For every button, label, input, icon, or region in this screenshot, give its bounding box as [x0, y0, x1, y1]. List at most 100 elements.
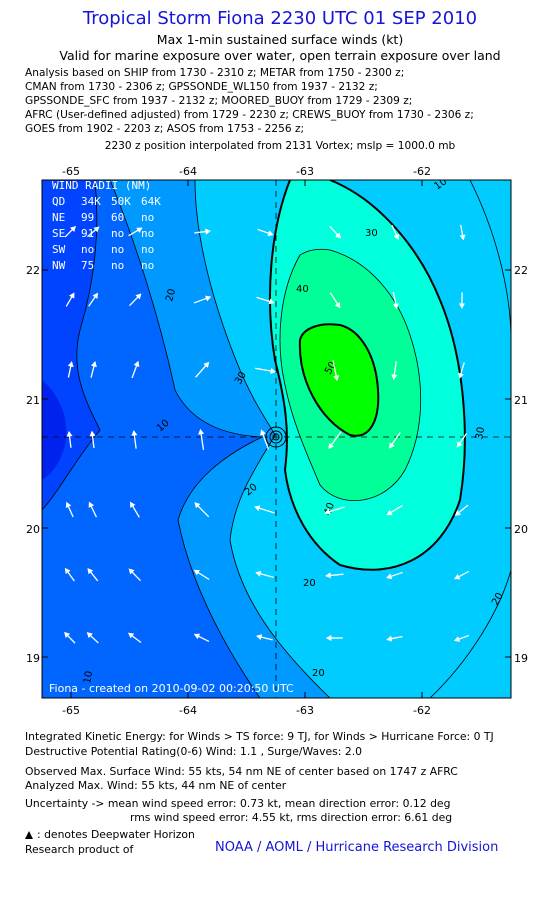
wind-radii-cell: no: [141, 259, 154, 272]
wind-vector-arrowhead: [325, 572, 331, 579]
lat-tick-label-right: 19: [514, 652, 528, 665]
uncertainty-line: Uncertainty -> mean wind speed error: 0.…: [25, 797, 451, 810]
wind-analysis-map: -65 -64 -63 -62 -65 -64 -63 -62 22 21 20…: [0, 160, 560, 729]
wind-vector-arrowhead: [69, 225, 77, 233]
wind-radii-cell: 75: [81, 259, 94, 272]
wind-vector-arrowhead: [254, 505, 261, 512]
wind-vector-arrowhead: [205, 295, 212, 302]
wind-vector-arrowhead: [456, 441, 463, 448]
wind-vector-arrowhead: [454, 573, 461, 580]
lon-tick-label-top: -63: [296, 165, 314, 178]
ike-line: Integrated Kinetic Energy: for Winds > T…: [25, 730, 494, 743]
map-credit: Fiona - created on 2010-09-02 00:20:50 U…: [49, 682, 294, 695]
analysis-line: CMAN from 1730 - 2306 z; GPSSONDE_WL150 …: [25, 81, 378, 93]
wind-vector-arrowhead: [64, 567, 71, 575]
wind-radii-cell: NW: [52, 259, 66, 272]
noaa-aoml-hrd-link[interactable]: NOAA / AOML / Hurricane Research Divisio…: [215, 840, 499, 855]
contour-label: 30: [365, 228, 378, 239]
wind-vector-arrowhead: [64, 631, 71, 638]
wind-vector-arrowhead: [458, 303, 465, 309]
lon-tick-label-top: -62: [413, 165, 431, 178]
wind-vector-arrowhead: [453, 636, 461, 642]
wind-radii-cell: no: [81, 243, 94, 256]
wind-vector-arrowhead: [388, 442, 395, 449]
contour-label: 10: [82, 670, 95, 684]
wind-vector-arrowhead: [87, 568, 94, 575]
wind-vector-arrowhead: [260, 429, 266, 436]
wind-vector-arrowhead: [66, 430, 73, 437]
wind-vector-arrowhead: [130, 501, 136, 508]
wind-vector-arrowhead: [135, 293, 142, 300]
wind-radii-header-qd: QD: [52, 195, 65, 208]
wind-radii-cell: no: [141, 227, 154, 240]
wind-vector-arrowhead: [92, 292, 99, 299]
map-title: Tropical Storm Fiona 2230 UTC 01 SEP 201…: [82, 8, 478, 29]
lat-tick-label-left: 22: [26, 264, 40, 277]
wind-vector-arrowhead: [268, 298, 275, 305]
wind-radii-cell: no: [111, 259, 124, 272]
wind-vector-arrowhead: [69, 292, 75, 299]
wind-vector-arrowhead: [136, 227, 143, 233]
wind-radii-cell: NE: [52, 211, 65, 224]
lat-tick-label-right: 22: [514, 264, 528, 277]
wind-radii-cell: no: [141, 211, 154, 224]
observed-max-line: Observed Max. Surface Wind: 55 kts, 54 n…: [25, 765, 458, 778]
wind-vector-arrowhead: [91, 360, 97, 368]
wind-vector-arrowhead: [454, 510, 462, 516]
wind-vector-arrowhead: [65, 501, 72, 508]
lat-tick-label-left: 19: [26, 652, 40, 665]
wind-radii-header-50k: 50K: [111, 195, 131, 208]
wind-vector-arrowhead: [386, 573, 393, 580]
analysis-line: AFRC (User-defined adjusted) from 1729 -…: [25, 109, 474, 121]
wind-vector-arrowhead: [328, 442, 334, 450]
wind-vector-arrowhead: [386, 635, 393, 642]
wind-vector-arrowhead: [86, 632, 93, 639]
wind-vector-arrowhead: [128, 632, 135, 639]
wind-vector-arrowhead: [203, 361, 210, 368]
lat-tick-label-left: 21: [26, 394, 40, 407]
wind-vector-arrowhead: [393, 233, 400, 241]
wind-contour-field: 20 30 40 50 10 20 30 30 40 20 20 10 20 1…: [42, 180, 511, 698]
contour-label: 30: [474, 426, 487, 440]
contour-label: 20: [303, 578, 316, 589]
map-subtitle-winds: Max 1-min sustained surface winds (kt): [156, 32, 404, 47]
wind-vector-arrowhead: [255, 570, 262, 577]
wind-vector-arrowhead: [270, 368, 277, 374]
wind-radii-cell: no: [111, 243, 124, 256]
wind-vector-arrowhead: [193, 569, 200, 576]
wind-radii-cell: no: [111, 227, 124, 240]
deepwater-legend-text: : denotes Deepwater Horizon: [37, 828, 195, 841]
lat-tick-label-right: 20: [514, 523, 528, 536]
lon-tick-label-bottom: -64: [179, 704, 197, 717]
wind-map-svg: -65 -64 -63 -62 -65 -64 -63 -62 22 21 20…: [26, 165, 528, 717]
wind-radii-header-34k: 34K: [81, 195, 101, 208]
wind-vector-arrowhead: [88, 501, 95, 508]
wind-vector-arrowhead: [335, 232, 342, 239]
wind-radii-header-64k: 64K: [141, 195, 161, 208]
analysis-line: Analysis based on SHIP from 1730 - 2310 …: [25, 67, 405, 79]
wind-vector-arrowhead: [325, 635, 332, 642]
uncertainty-rms-line: rms wind speed error: 4.55 kt, rms direc…: [130, 811, 453, 824]
lon-tick-label-bottom: -62: [413, 704, 431, 717]
wind-vector-arrowhead: [391, 374, 398, 381]
wind-vector-arrowhead: [205, 228, 211, 235]
wind-radii-cell: SW: [52, 243, 66, 256]
lat-tick-label-left: 20: [26, 523, 40, 536]
wind-radii-cell: SE: [52, 227, 65, 240]
wind-vector-arrowhead: [131, 429, 138, 436]
wind-radii-cell: 99: [81, 211, 94, 224]
wind-radii-title: WIND RADII (NM): [52, 179, 151, 192]
wind-radii-cell: no: [141, 243, 154, 256]
dpr-line: Destructive Potential Rating(0-6) Wind: …: [25, 745, 363, 758]
wind-radii-cell: 60: [111, 211, 124, 224]
wind-vector-arrowhead: [386, 509, 393, 516]
wind-vector-arrowhead: [324, 508, 331, 515]
lon-tick-label-top: -65: [62, 165, 80, 178]
lon-tick-label-top: -64: [179, 165, 197, 178]
wind-vector-arrowhead: [133, 360, 140, 368]
wind-radii-table: WIND RADII (NM) QD 34K 50K 64K NE 99 60 no S…: [52, 179, 161, 272]
analysis-line: GPSSONDE_SFC from 1937 - 2132 z; MOORED_…: [25, 95, 413, 107]
wind-vector-arrowhead: [89, 430, 96, 437]
wind-vector-arrowhead: [194, 502, 201, 509]
wind-vector-arrowhead: [93, 226, 100, 233]
